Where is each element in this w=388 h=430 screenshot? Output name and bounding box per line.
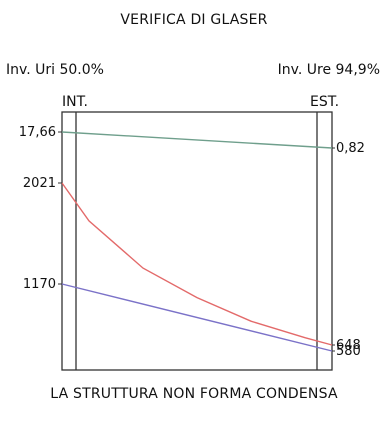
series-line-3: [61, 283, 333, 352]
outer-humidity-label: Inv. Ure 94,9%: [277, 62, 380, 78]
exterior-label: EST.: [310, 94, 340, 110]
series-end-label-3: 580: [336, 344, 361, 359]
condensation-result: LA STRUTTURA NON FORMA CONDENSA: [50, 386, 338, 402]
series-line-1: [61, 131, 333, 149]
series-line-2: [61, 182, 333, 346]
plot-frame: [61, 111, 333, 371]
chart-title: VERIFICA DI GLASER: [120, 12, 268, 28]
series-start-label-1: 17,66: [19, 125, 56, 140]
series-end-label-2: 648: [336, 338, 361, 353]
series-start-label-3: 1170: [23, 277, 56, 292]
interior-label: INT.: [62, 94, 88, 110]
series-start-label-2: 2021: [23, 176, 56, 191]
inner-humidity-label: Inv. Uri 50.0%: [6, 62, 104, 78]
series-end-label-1: 0,82: [336, 141, 365, 156]
